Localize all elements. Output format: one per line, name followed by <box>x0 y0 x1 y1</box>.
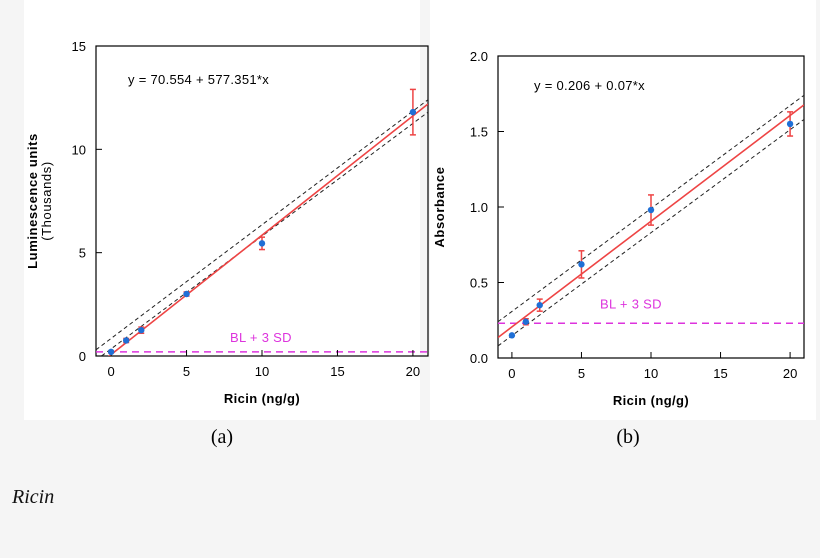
y-tick-label: 1.5 <box>470 125 488 140</box>
x-tick-label: 0 <box>508 366 515 381</box>
y-tick-label: 10 <box>72 142 86 157</box>
data-point <box>107 348 115 356</box>
y-tick-label: 0 <box>79 349 86 364</box>
fit-equation: y = 70.554 + 577.351*x <box>128 72 269 87</box>
y-axis-label: Luminescence units <box>25 133 40 269</box>
data-point <box>183 290 190 298</box>
x-tick-label: 15 <box>713 366 727 381</box>
y-tick-label: 15 <box>72 39 86 54</box>
figure-caption: Ricin <box>12 486 55 508</box>
chart-a-plot-area <box>96 99 428 356</box>
y-tick-label: 0.0 <box>470 351 488 366</box>
data-point <box>258 240 266 247</box>
data-point <box>536 301 543 309</box>
y-axis-sublabel: (Thousands) <box>39 161 54 241</box>
chart-panel-a: 0 5 10 15 20 0 5 10 15 y = 70.554 + 577.351*x BL +… <box>24 0 429 460</box>
y-axis-label: Absorbance <box>432 166 447 247</box>
data-point <box>122 337 130 344</box>
threshold-label: BL + 3 SD <box>230 330 292 345</box>
x-tick-label: 5 <box>183 364 190 379</box>
data-point <box>409 108 417 116</box>
x-tick-label: 15 <box>330 364 344 379</box>
fit-equation: y = 0.206 + 0.07*x <box>534 78 645 93</box>
panel-label-a: (a) <box>210 426 234 448</box>
x-tick-label: 0 <box>107 364 114 379</box>
x-tick-label: 5 <box>578 366 585 381</box>
ci-lower-line <box>100 111 428 356</box>
y-tick-label: 2.0 <box>470 49 488 64</box>
chart-a-svg: 0 5 10 15 20 0 5 10 15 y = 70.554 + 577.351*x BL +… <box>24 0 429 420</box>
x-tick-label: 20 <box>783 366 797 381</box>
ci-upper-line <box>96 99 428 351</box>
threshold-label: BL + 3 SD <box>600 296 662 311</box>
chart-b-background <box>430 0 816 420</box>
fit-line <box>107 103 428 356</box>
chart-panel-b: 0 5 10 15 20 0.0 0.5 1.0 1.5 2.0 y = 0.206 + 0.07*… <box>430 0 820 460</box>
x-tick-label: 10 <box>255 364 269 379</box>
x-tick-label: 10 <box>644 366 658 381</box>
data-point <box>578 261 585 268</box>
y-tick-label: 0.5 <box>470 276 488 291</box>
x-axis-label: Ricin (ng/g) <box>613 393 689 408</box>
x-tick-label: 20 <box>406 364 420 379</box>
panel-label-b: (b) <box>616 426 640 448</box>
y-tick-label: 5 <box>79 246 86 261</box>
chart-b-svg: 0 5 10 15 20 0.0 0.5 1.0 1.5 2.0 y = 0.206 + 0.07*… <box>430 0 816 420</box>
ci-lower-line <box>498 119 804 347</box>
x-axis-label: Ricin (ng/g) <box>224 391 300 406</box>
chart-a-background <box>24 0 420 420</box>
data-point <box>647 206 655 214</box>
data-point <box>786 120 794 128</box>
data-point <box>508 332 516 339</box>
data-point <box>138 326 145 334</box>
data-point <box>522 318 530 325</box>
y-tick-label: 1.0 <box>470 200 488 215</box>
